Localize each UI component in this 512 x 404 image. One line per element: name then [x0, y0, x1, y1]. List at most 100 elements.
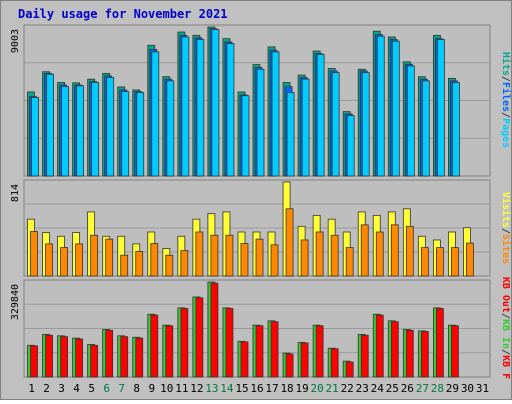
bar-pages: [136, 92, 145, 177]
bar-pages: [76, 85, 85, 177]
side-legend-part: /: [500, 349, 511, 355]
bar-kb-out: [285, 353, 294, 378]
x-tick-label: 27: [416, 382, 429, 395]
bar-pages: [271, 51, 280, 177]
bar-kb-out: [90, 344, 99, 378]
side-legend-part: Files: [500, 82, 512, 112]
x-tick-label: 14: [220, 382, 234, 395]
bar-pages: [121, 91, 130, 177]
x-tick-label: 13: [205, 382, 218, 395]
bar-sites: [300, 239, 309, 277]
x-tick-label: 28: [431, 382, 444, 395]
bar-sites: [90, 234, 99, 277]
bar-pages: [181, 36, 190, 177]
bar-pages: [226, 43, 235, 177]
x-tick-label: 7: [118, 382, 125, 395]
bar-kb-out: [30, 345, 38, 378]
side-legend-part: /: [500, 228, 511, 234]
bar-sites: [120, 254, 129, 277]
bar-sites: [225, 234, 234, 277]
x-tick-label: 5: [88, 382, 95, 395]
bar-sites: [285, 208, 294, 277]
bar-pages: [436, 39, 445, 177]
x-tick-label: 24: [371, 382, 385, 395]
x-tick-label: 12: [190, 382, 203, 395]
x-tick-label: 18: [280, 382, 293, 395]
bar-kb-out: [315, 325, 324, 378]
bar-sites: [60, 247, 68, 277]
bar-kb-out: [120, 336, 129, 378]
side-legend-part: Pages: [500, 118, 511, 148]
bar-pages: [406, 65, 415, 177]
side-legend-part: Sites: [500, 234, 512, 264]
bar-pages: [106, 77, 115, 177]
x-tick-label: 19: [295, 382, 308, 395]
bar-kb-out: [270, 321, 279, 378]
bar-kb-out: [45, 334, 53, 378]
bar-kb-out: [330, 348, 339, 378]
bar-sites: [75, 243, 84, 277]
x-tick-label: 1: [28, 382, 35, 395]
bar-pages: [256, 68, 265, 177]
bar-sites: [195, 231, 204, 277]
bar-kb-out: [105, 329, 114, 378]
x-tick-label: 10: [160, 382, 173, 395]
x-tick-label: 21: [326, 382, 339, 395]
x-tick-label: 4: [73, 382, 80, 395]
bar-sites: [255, 238, 264, 277]
bar-pages: [421, 80, 430, 177]
bar-pages: [286, 92, 295, 177]
x-tick-label: 16: [250, 382, 263, 395]
bar-kb-out: [390, 321, 399, 378]
bar-sites: [345, 247, 354, 277]
bar-pages: [196, 39, 205, 177]
bar-kb-out: [345, 361, 354, 378]
bar-sites: [180, 250, 189, 277]
bar-sites: [105, 238, 114, 277]
bar-pages: [346, 115, 355, 177]
bar-kb-out: [255, 325, 264, 378]
bar-kb-out: [180, 308, 189, 378]
x-tick-label: 6: [103, 382, 110, 395]
bar-kb-out: [60, 336, 68, 378]
side-legend-part: /: [500, 76, 511, 82]
bar-sites: [45, 243, 53, 277]
bar-sites: [240, 243, 249, 277]
bar-sites: [375, 231, 384, 277]
bar-kb-out: [75, 338, 84, 378]
bar-pages: [31, 96, 39, 177]
bar-kb-out: [420, 331, 429, 378]
bar-pages: [301, 78, 310, 177]
x-tick-label: 15: [235, 382, 248, 395]
side-legend-part: /: [500, 313, 511, 319]
x-tick-label: 8: [133, 382, 140, 395]
bar-pages: [46, 73, 54, 177]
bar-pages: [452, 82, 460, 177]
bar-kb-out: [435, 308, 444, 378]
side-legend-part: KB Out: [500, 277, 511, 313]
x-tick-label: 3: [58, 382, 65, 395]
bar-pages: [211, 29, 220, 177]
bar-sites: [210, 234, 219, 277]
bar-sites: [270, 244, 279, 277]
bar-pages: [166, 80, 175, 177]
x-tick-label: 2: [43, 382, 50, 395]
bar-sites: [435, 247, 444, 277]
bar-kb-out: [165, 325, 174, 378]
bar-kb-out: [360, 334, 369, 378]
side-legend-part: KB In: [500, 319, 511, 349]
bar-sites: [165, 254, 174, 277]
bar-pages: [361, 72, 370, 177]
bar-pages: [151, 51, 160, 177]
bar-kb-out: [240, 341, 249, 378]
bar-sites: [390, 224, 399, 277]
x-tick-label: 31: [476, 382, 489, 395]
x-axis-labels: 1 2 3 4 5 6 7 8 9 10 11 12 13 14 15 16 17 18 19 20 21 22 23 24 2…: [28, 382, 489, 395]
bar-pages: [91, 82, 100, 177]
chart-title: Daily usage for November 2021: [18, 7, 228, 21]
side-legend: Hits/Files/Pages: [500, 52, 512, 148]
bar-pages: [391, 40, 400, 177]
bar-sites: [451, 247, 459, 277]
